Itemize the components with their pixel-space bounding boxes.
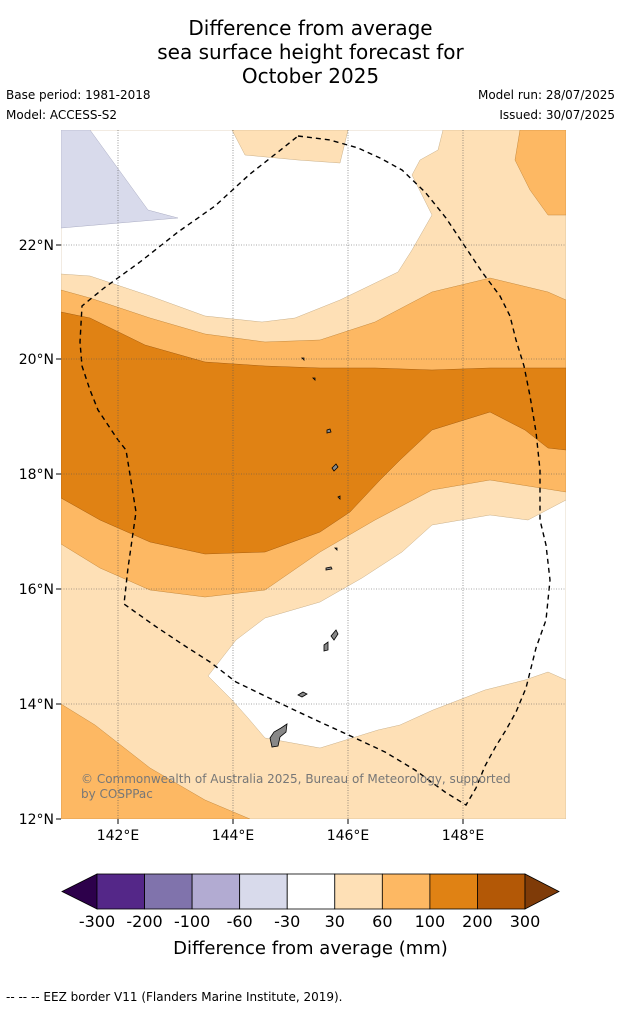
contour-100-200 (61, 311, 566, 555)
contour-60-100-ne (514, 130, 566, 216)
lon-label-148e: 148°E (442, 828, 485, 844)
colorbar-arrow-low (61, 873, 98, 910)
map-plot-area (61, 130, 566, 819)
colorbar-tick-label: 30 (324, 912, 345, 931)
contour-neutral-south (207, 499, 566, 749)
colorbar-tick-label: -300 (78, 912, 116, 931)
colorbar-tick-label: 300 (509, 912, 541, 931)
model-run-text: Model run: 28/07/2025 (477, 88, 615, 102)
eez-border (79, 135, 551, 806)
colorbar-segment (144, 873, 193, 910)
colorbar-segment (381, 873, 431, 910)
colorbar-tick-label: -200 (126, 912, 163, 931)
island-saipan (330, 629, 339, 641)
island-small-1 (337, 495, 341, 500)
colorbar-segment (334, 873, 383, 910)
issued-text: Issued: 30/07/2025 (499, 108, 615, 122)
lat-label-14n: 14°N (19, 697, 54, 713)
island-small-4 (334, 547, 338, 551)
colorbar (61, 873, 560, 910)
island-rota (297, 691, 308, 698)
colorbar-segment (239, 873, 288, 910)
chart-title: Difference from average sea surface heig… (0, 16, 621, 88)
base-period-text: Base period: 1981-2018 (6, 88, 151, 102)
islands (269, 357, 341, 748)
island-tinian (323, 641, 329, 652)
colorbar-segment (286, 873, 336, 910)
colorbar-segment (96, 873, 145, 910)
lat-label-22n: 22°N (19, 238, 54, 254)
lat-label-20n: 20°N (19, 352, 54, 368)
lat-label-18n: 18°N (19, 467, 54, 483)
colorbar-tick-label: -30 (274, 912, 301, 931)
colorbar-tick-label: -100 (173, 912, 211, 931)
colorbar-tick-label: 100 (414, 912, 446, 931)
title-line-1: Difference from average (188, 16, 433, 40)
colorbar-title: Difference from average (mm) (173, 938, 448, 959)
island-agrihan (326, 428, 332, 434)
colorbar-tick-label: -60 (226, 912, 253, 931)
copyright-text: © Commonwealth of Australia 2025, Bureau… (81, 772, 511, 801)
eez-legend-text: -- -- -- EEZ border V11 (Flanders Marine… (6, 990, 343, 1004)
lat-label-16n: 16°N (19, 582, 54, 598)
title-line-3: October 2025 (241, 64, 380, 88)
lon-label-146e: 146°E (327, 828, 370, 844)
model-text: Model: ACCESS-S2 (6, 108, 118, 122)
lon-label-142e: 142°E (97, 828, 140, 844)
island-pagan (331, 463, 339, 472)
colorbar-tick-label: 60 (372, 912, 393, 931)
island-anatahan (325, 566, 333, 571)
lon-label-144e: 144°E (212, 828, 255, 844)
colorbar-arrow-high (524, 873, 560, 910)
colorbar-segment (477, 873, 526, 910)
colorbar-segment (191, 873, 241, 910)
contour-neutral-north (61, 130, 444, 323)
island-small-3 (312, 377, 316, 381)
axis-ticks (56, 244, 464, 824)
contour-neg-30-60-nw (61, 130, 179, 229)
title-line-2: sea surface height forecast for (157, 40, 464, 64)
colorbar-tick-label: 200 (462, 912, 493, 931)
contour-60-100-sw (61, 703, 251, 819)
gridlines (61, 130, 566, 819)
colorbar-segment (429, 873, 478, 910)
island-guam (269, 723, 288, 748)
lat-label-12n: 12°N (19, 812, 54, 828)
